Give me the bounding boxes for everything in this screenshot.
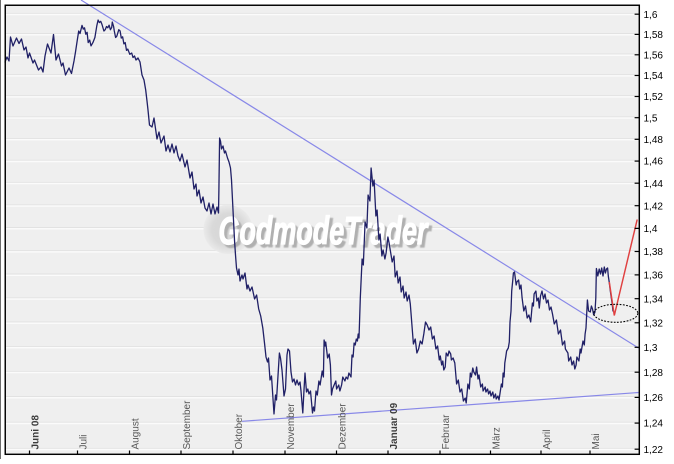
svg-text:Juli: Juli: [79, 434, 90, 449]
svg-text:1,28: 1,28: [644, 368, 664, 379]
svg-text:1,6: 1,6: [644, 10, 658, 21]
svg-text:Januar 09: Januar 09: [389, 402, 400, 449]
svg-text:1,24: 1,24: [644, 419, 664, 430]
svg-text:März: März: [492, 427, 503, 449]
svg-text:1,22: 1,22: [644, 445, 664, 456]
svg-text:1,38: 1,38: [644, 247, 664, 258]
svg-text:1,36: 1,36: [644, 271, 664, 282]
svg-text:1,54: 1,54: [644, 71, 664, 82]
svg-text:Juni 08: Juni 08: [31, 415, 42, 450]
svg-text:1,56: 1,56: [644, 50, 664, 61]
svg-text:Oktober: Oktober: [234, 413, 245, 449]
svg-text:1,5: 1,5: [644, 113, 658, 124]
svg-text:1,26: 1,26: [644, 393, 664, 404]
svg-text:1,48: 1,48: [644, 135, 664, 146]
svg-text:1,32: 1,32: [644, 318, 664, 329]
svg-text:1,52: 1,52: [644, 92, 664, 103]
svg-text:GodmodeTrader: GodmodeTrader: [222, 213, 432, 256]
svg-text:GodmodeTrader: GodmodeTrader: [219, 210, 429, 253]
svg-text:1,3: 1,3: [644, 343, 658, 354]
svg-text:1,42: 1,42: [644, 201, 664, 212]
svg-text:1,44: 1,44: [644, 179, 664, 190]
svg-text:April: April: [542, 429, 553, 449]
svg-text:September: September: [182, 400, 193, 450]
svg-text:Februar: Februar: [441, 414, 452, 450]
svg-text:1,34: 1,34: [644, 294, 664, 305]
svg-text:1,58: 1,58: [644, 30, 664, 41]
svg-text:November: November: [286, 403, 297, 450]
svg-text:1,46: 1,46: [644, 157, 664, 168]
svg-text:1,4: 1,4: [644, 224, 658, 235]
svg-text:Dezember: Dezember: [338, 403, 349, 450]
svg-text:August: August: [131, 418, 142, 449]
svg-text:Mai: Mai: [591, 433, 602, 449]
